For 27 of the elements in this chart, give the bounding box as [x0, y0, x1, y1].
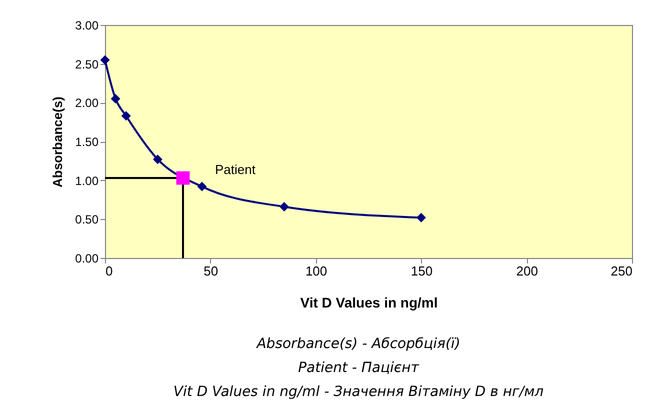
y-tick-label: 0.50	[75, 212, 99, 227]
y-tick-label: 2.50	[75, 57, 99, 72]
x-axis-title: Vit D Values in ng/ml	[300, 294, 438, 310]
x-tick-label: 150	[410, 264, 433, 278]
text: Patient - Пацієнт	[298, 360, 420, 376]
x-tick-label: 250	[610, 264, 632, 278]
y-axis-title: Absorbance(s)	[50, 96, 66, 188]
text: Absorbance(s) - Абсорбція(ї)	[256, 336, 460, 352]
point	[121, 111, 131, 121]
annotation: Patient	[214, 162, 256, 178]
point	[152, 154, 162, 164]
point	[100, 55, 110, 65]
y-tick-label: 0.00	[75, 252, 99, 266]
y-tick-label: 3.00	[75, 18, 99, 32]
point	[416, 212, 426, 222]
point	[176, 171, 190, 185]
point	[110, 94, 120, 104]
y-tick-label: 2.00	[75, 96, 99, 110]
text: Vit D Values in ng/ml - Значення Вітаміну D в нг/мл	[173, 384, 544, 400]
y-tick-label: 1.00	[75, 174, 99, 188]
point	[197, 182, 207, 192]
y-tick-label: 1.50	[75, 135, 99, 149]
x-tick-label: 100	[305, 264, 328, 278]
x-tick-label: 50	[204, 264, 218, 278]
x-tick-label: 0	[106, 264, 113, 278]
point	[279, 202, 289, 212]
x-tick-label: 200	[516, 264, 538, 278]
